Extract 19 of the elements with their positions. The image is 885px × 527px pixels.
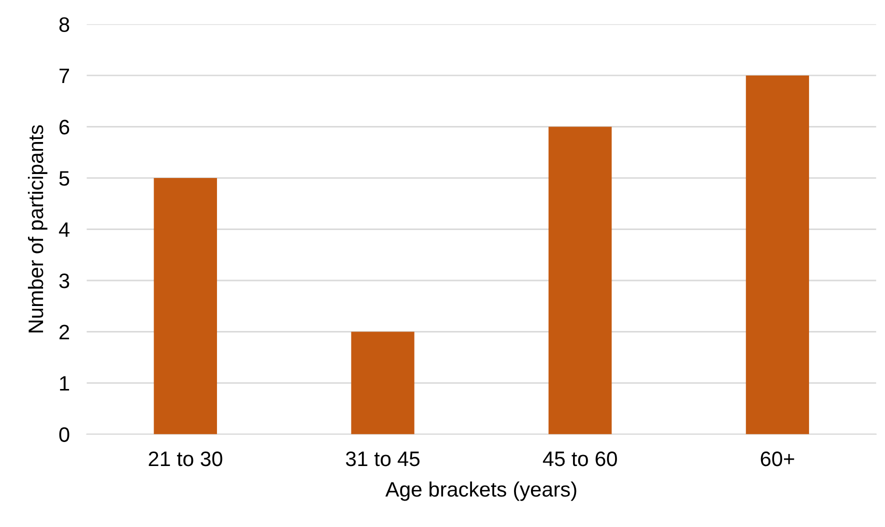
y-tick-label: 7	[60, 68, 70, 84]
y-tick-label: 3	[59, 273, 70, 288]
y-tick-label: 4	[58, 222, 70, 237]
x-tick-label: 21 to 30	[148, 451, 222, 466]
bar	[746, 75, 810, 434]
y-tick-label: 8	[59, 17, 70, 32]
x-tick-label: 60+	[760, 451, 794, 466]
bar	[351, 332, 414, 434]
bar	[154, 178, 217, 434]
y-tick-label: 1	[60, 376, 70, 391]
x-tick-label: 31 to 45	[346, 451, 420, 466]
x-axis-title: Age brackets (years)	[385, 481, 576, 501]
y-tick-label: 5	[59, 171, 70, 186]
y-axis-title: Number of participants	[28, 125, 48, 332]
bar	[548, 126, 612, 434]
x-tick-label: 45 to 60	[542, 451, 617, 466]
y-tick-label: 6	[60, 120, 70, 134]
y-tick-label: 0	[59, 427, 70, 442]
y-tick-label: 2	[60, 324, 70, 340]
